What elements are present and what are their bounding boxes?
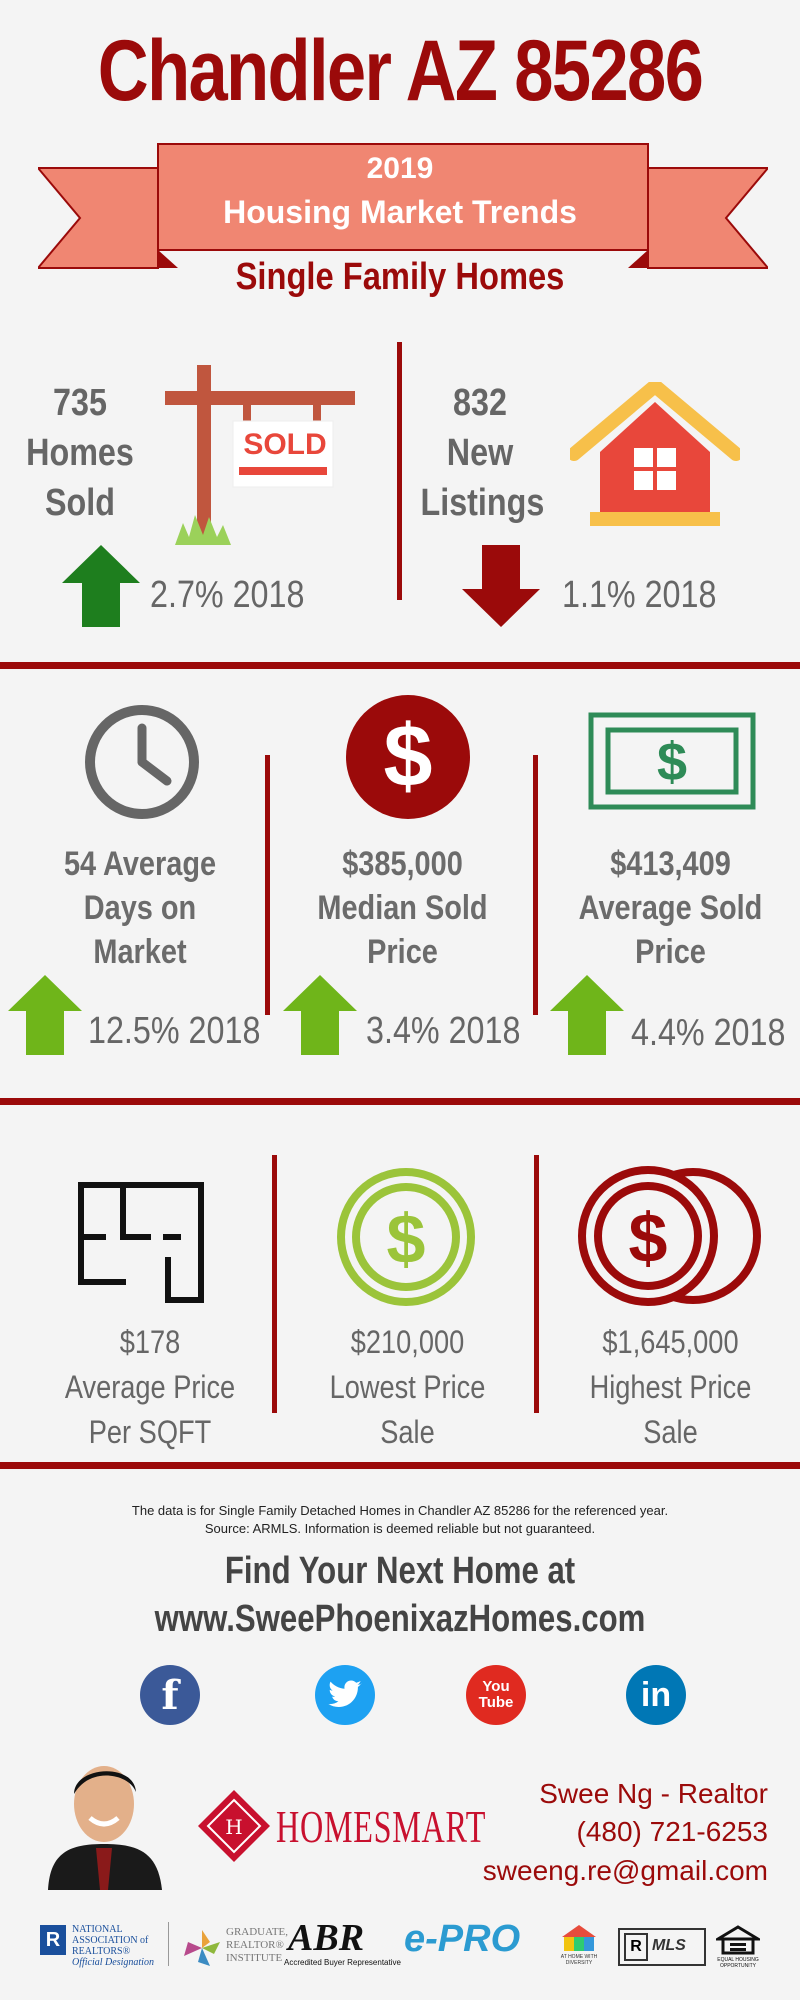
dollar-circle-icon: $ xyxy=(346,695,470,819)
agent-photo xyxy=(40,1752,168,1890)
diversity-badge: AT HOME WITH DIVERSITY xyxy=(560,1954,598,1966)
sqft-line1: $178 xyxy=(119,1324,181,1360)
ribbon-left-tail xyxy=(38,167,159,269)
days-line1: 54 Average xyxy=(63,845,217,883)
dollar-bill-icon: $ xyxy=(588,712,756,810)
svg-text:$: $ xyxy=(629,1199,668,1277)
median-sold-stat: $385,000 Median Sold Price xyxy=(307,842,498,974)
house-icon xyxy=(570,382,740,526)
twitter-bird-icon xyxy=(328,1680,362,1707)
svg-text:$: $ xyxy=(384,706,433,805)
divider xyxy=(533,755,538,1015)
section-divider xyxy=(0,662,800,669)
ribbon-right-tail xyxy=(647,167,768,269)
find-home-heading: Find Your Next Home at xyxy=(224,1550,576,1592)
nar-badge: NATIONAL ASSOCIATION of REALTORS® Offici… xyxy=(72,1924,154,1968)
highest-price-stat: $1,645,000 Highest Price Sale xyxy=(566,1320,774,1455)
badge-divider xyxy=(168,1922,169,1966)
average-line2: Average Sold xyxy=(578,889,763,927)
facebook-icon[interactable]: f xyxy=(140,1665,200,1725)
divider xyxy=(534,1155,539,1413)
average-up-arrow-icon xyxy=(550,975,624,1055)
coin-icon: $ xyxy=(337,1168,475,1306)
homes-sold-label2: Sold xyxy=(45,482,115,524)
floor-plan-icon xyxy=(78,1182,204,1303)
homes-sold-label1: Homes xyxy=(26,432,134,474)
new-listings-value: 832 xyxy=(453,382,507,424)
equal-housing-badge: EQUAL HOUSING OPPORTUNITY xyxy=(717,1957,759,1969)
contact-phone[interactable]: (480) 721-6253 xyxy=(576,1816,768,1847)
new-listings-stat: 832 New Listings xyxy=(420,378,545,528)
divider xyxy=(397,342,402,600)
median-line2: Median Sold xyxy=(317,889,488,927)
homes-sold-change: 2.7% 2018 xyxy=(150,574,305,616)
homesmart-brand: HOMESMART xyxy=(276,1801,487,1852)
homesmart-logo-icon: H xyxy=(198,1790,270,1862)
epro-badge: e-PRO xyxy=(404,1918,521,1960)
website-link[interactable]: www.SweePhoenixazHomes.com xyxy=(154,1598,646,1640)
new-listings-label1: New xyxy=(446,432,514,474)
disclaimer-line2: Source: ARMLS. Information is deemed rel… xyxy=(204,1521,596,1536)
ribbon-center xyxy=(157,143,649,251)
days-on-market-stat: 54 Average Days on Market xyxy=(51,842,230,974)
lowest-line1: $210,000 xyxy=(350,1324,465,1360)
median-change: 3.4% 2018 xyxy=(366,1010,521,1052)
new-listings-change: 1.1% 2018 xyxy=(562,574,717,616)
median-line3: Price xyxy=(367,933,438,971)
lowest-price-stat: $210,000 Lowest Price Sale xyxy=(308,1320,508,1455)
highest-line2: Highest Price Sale xyxy=(589,1369,752,1450)
average-change: 4.4% 2018 xyxy=(631,1012,786,1054)
equal-housing-icon xyxy=(716,1925,760,1955)
ribbon-banner xyxy=(38,143,768,269)
page-title: Chandler AZ 85286 xyxy=(97,23,704,119)
gri-badge: GRADUATE, REALTOR® INSTITUTE xyxy=(226,1926,289,1964)
diversity-house-icon xyxy=(562,1925,596,1951)
lowest-line2: Lowest Price Sale xyxy=(329,1369,486,1450)
average-line1: $413,409 xyxy=(610,845,731,883)
clock-icon xyxy=(85,705,199,819)
average-line3: Price xyxy=(635,933,706,971)
svg-text:$: $ xyxy=(657,732,687,792)
homes-sold-stat: 735 Homes Sold xyxy=(21,378,140,528)
new-listings-label2: Listings xyxy=(420,482,545,524)
median-up-arrow-icon xyxy=(283,975,357,1055)
banner-text: Housing Market Trends xyxy=(223,194,577,230)
median-line1: $385,000 xyxy=(342,845,463,883)
contact-name: Swee Ng - Realtor xyxy=(539,1778,768,1809)
banner-year: 2019 xyxy=(366,152,434,185)
mls-badge: R MLS xyxy=(618,1928,706,1966)
price-per-sqft-stat: $178 Average Price Per SQFT xyxy=(57,1320,244,1455)
homes-sold-value: 735 xyxy=(53,382,107,424)
contact-email[interactable]: sweeng.re@gmail.com xyxy=(482,1855,768,1886)
days-line3: Market xyxy=(93,933,187,971)
twitter-icon[interactable] xyxy=(315,1665,375,1725)
svg-text:$: $ xyxy=(387,1200,426,1278)
linkedin-icon[interactable]: in xyxy=(626,1665,686,1725)
gri-pinwheel-icon xyxy=(184,1930,220,1966)
days-line2: Days on xyxy=(83,889,197,927)
sold-sign-icon xyxy=(165,365,355,545)
sqft-line3: Per SQFT xyxy=(88,1414,212,1450)
days-up-arrow-icon xyxy=(8,975,82,1055)
sold-sign-text: SOLD xyxy=(243,428,327,461)
new-listings-down-arrow-icon xyxy=(462,545,540,627)
subtitle: Single Family Homes xyxy=(235,256,565,298)
section-divider xyxy=(0,1098,800,1105)
divider xyxy=(272,1155,277,1413)
homes-sold-up-arrow-icon xyxy=(62,545,140,627)
disclaimer-line1: The data is for Single Family Detached H… xyxy=(131,1503,669,1518)
realtor-r-icon: R xyxy=(40,1925,66,1955)
divider xyxy=(265,755,270,1015)
coins-icon: $ xyxy=(578,1166,761,1306)
youtube-icon[interactable]: You Tube xyxy=(466,1665,526,1725)
abr-subtitle: Accredited Buyer Representative xyxy=(284,1958,401,1967)
mls-r-icon: R xyxy=(624,1933,648,1961)
highest-line1: $1,645,000 xyxy=(602,1324,739,1360)
average-sold-stat: $413,409 Average Sold Price xyxy=(575,842,766,974)
section-divider xyxy=(0,1462,800,1469)
abr-badge: ABR xyxy=(288,1917,365,1959)
sqft-line2: Average Price xyxy=(64,1369,236,1405)
svg-text:H: H xyxy=(225,1815,242,1839)
days-change: 12.5% 2018 xyxy=(88,1010,261,1052)
